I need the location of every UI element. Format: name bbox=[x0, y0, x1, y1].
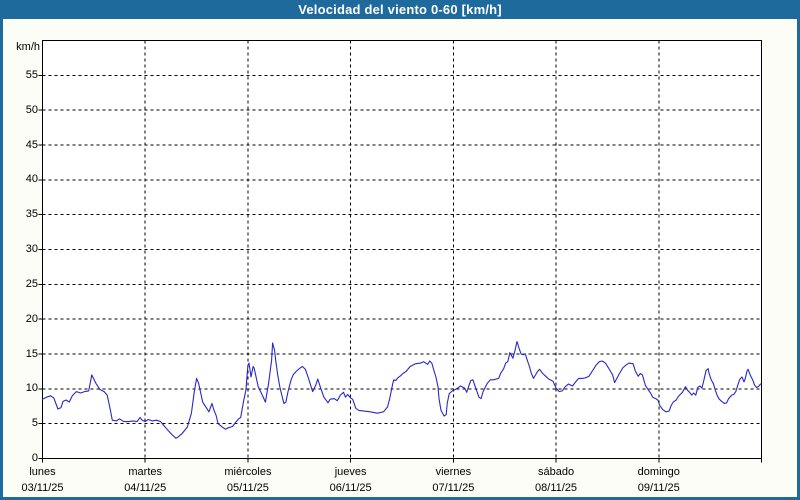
day-date: 07/11/25 bbox=[432, 481, 475, 494]
y-axis-unit-label: km/h bbox=[16, 41, 40, 53]
day-date: 03/11/25 bbox=[21, 481, 64, 494]
day-label: jueves 06/11/25 bbox=[303, 466, 399, 495]
y-tick-label: 45 bbox=[25, 138, 38, 151]
y-tick-label: 10 bbox=[25, 382, 38, 395]
y-tick-label: 15 bbox=[25, 347, 38, 360]
day-name: martes bbox=[128, 465, 163, 478]
day-name: domingo bbox=[637, 465, 680, 478]
y-tick-label: 20 bbox=[25, 312, 38, 325]
day-label: domingo 09/11/25 bbox=[611, 466, 707, 495]
day-name: lunes bbox=[29, 465, 56, 478]
day-name: jueves bbox=[334, 465, 367, 478]
day-label: miércoles 05/11/25 bbox=[200, 466, 296, 495]
day-label: sábado 08/11/25 bbox=[508, 466, 604, 495]
y-tick-label: 40 bbox=[25, 173, 38, 186]
day-date: 06/11/25 bbox=[329, 481, 372, 494]
y-tick-label: 55 bbox=[25, 68, 38, 81]
day-label: lunes 03/11/25 bbox=[0, 466, 91, 495]
y-tick-label: 25 bbox=[25, 277, 38, 290]
day-date: 05/11/25 bbox=[226, 481, 269, 494]
window-title: Velocidad del viento 0-60 [km/h] bbox=[298, 2, 502, 17]
day-date: 04/11/25 bbox=[124, 481, 167, 494]
wind-speed-series bbox=[41, 340, 762, 439]
day-name: sábado bbox=[538, 465, 575, 478]
y-tick-label: 5 bbox=[31, 417, 38, 430]
y-tick-label: 30 bbox=[25, 243, 38, 255]
wind-speed-line-chart bbox=[38, 40, 762, 463]
day-date: 08/11/25 bbox=[535, 481, 578, 494]
title-bar: Velocidad del viento 0-60 [km/h] bbox=[0, 0, 800, 19]
y-tick-label: 50 bbox=[25, 103, 38, 116]
day-name: viernes bbox=[435, 465, 472, 478]
y-tick-label: 35 bbox=[25, 208, 38, 221]
chart-panel: km/h 0 5 10 15 20 25 30 35 40 45 50 55 lunes 03/11/2… bbox=[3, 19, 797, 497]
day-label: martes 04/11/25 bbox=[97, 466, 193, 495]
day-date: 09/11/25 bbox=[637, 481, 680, 494]
plot-border bbox=[42, 40, 762, 459]
y-tick-label: 0 bbox=[31, 452, 38, 464]
day-name: miércoles bbox=[224, 465, 272, 478]
day-label: viernes 07/11/25 bbox=[405, 466, 501, 495]
